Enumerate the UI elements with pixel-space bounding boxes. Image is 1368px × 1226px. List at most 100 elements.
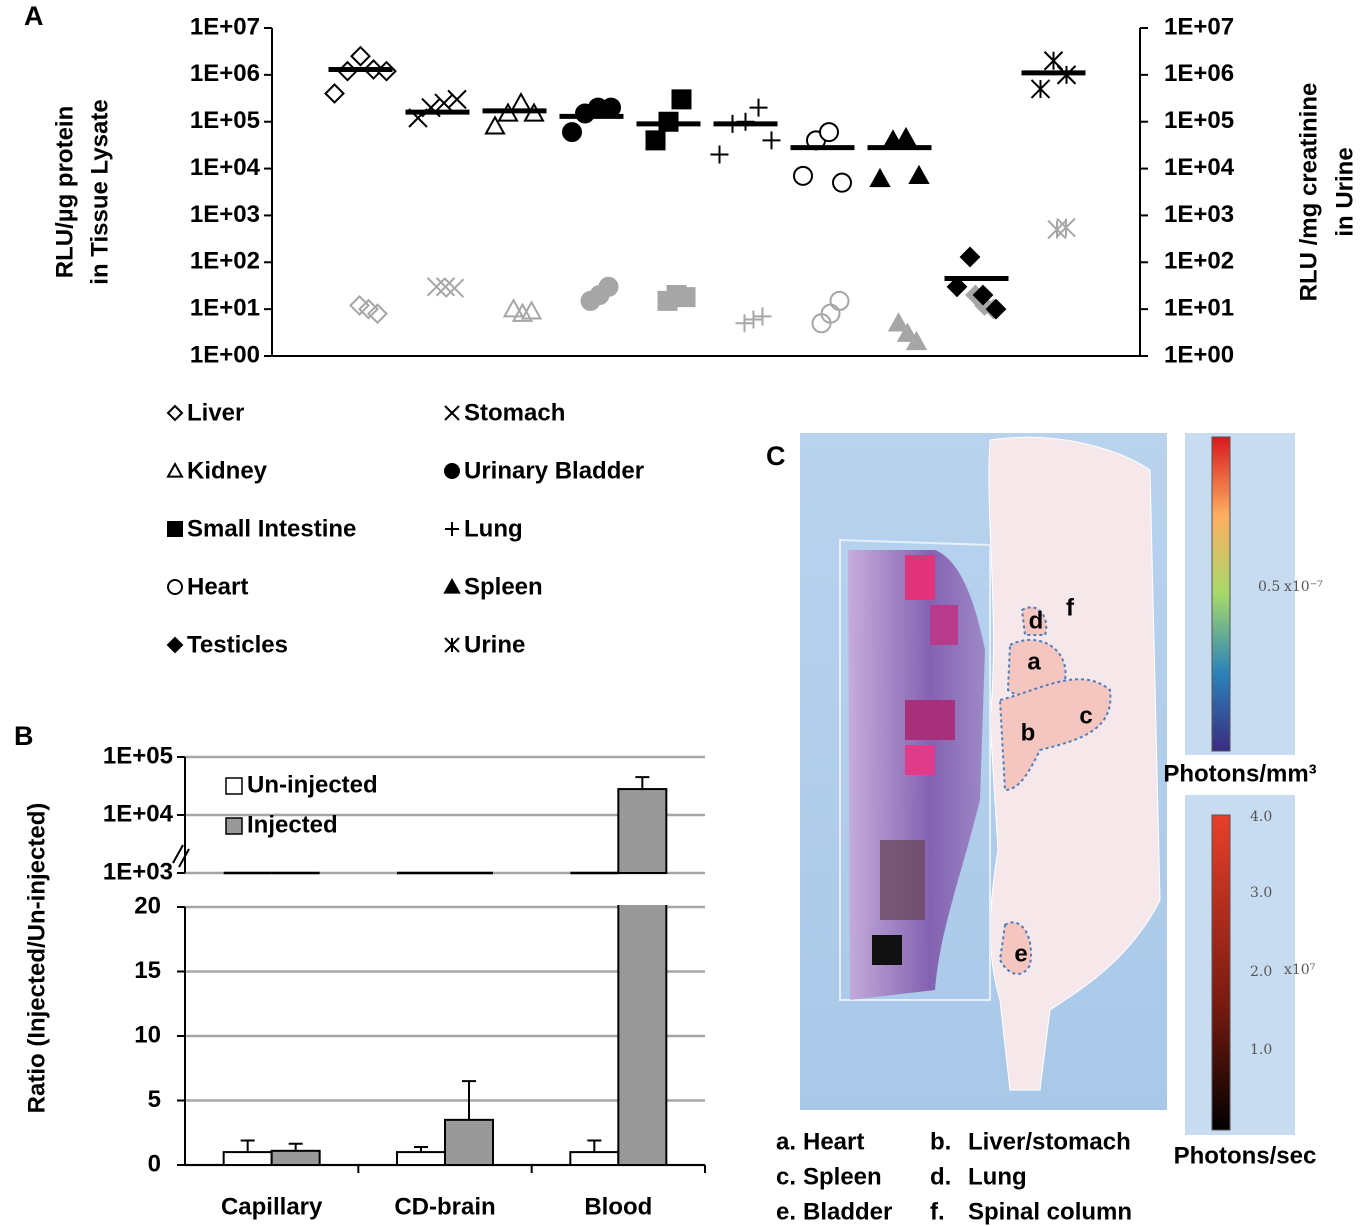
bar [618,0,666,1165]
panel-label: B [14,721,34,751]
y-axis-label: RLU/µg protein [51,106,78,278]
signal [905,700,955,740]
uninjected-point [831,292,849,310]
colorbar-tick-label: 4.0 [1250,809,1272,825]
y2-tick-label: 1E+04 [1164,154,1235,181]
y-tick-label: 1E+03 [190,201,260,228]
injected-point [871,170,889,186]
key-letter: b. [930,1128,951,1155]
error-bar [241,1140,255,1152]
injected-point [673,90,691,108]
legend-label: Small Intestine [187,515,356,542]
region-label: b [1021,719,1036,746]
y2-tick-label: 1E+02 [1164,248,1234,275]
legend-label: Liver [187,399,244,426]
lower-plot [224,0,667,1165]
legend-label: Stomach [464,399,565,426]
bar [618,789,666,873]
colorbar [1212,815,1230,1130]
y-tick-label: 1E+04 [103,800,174,827]
uninjected-point [351,296,369,314]
y-tick-label: 1E+04 [190,154,261,181]
key-label: Heart [803,1128,864,1155]
injected-point [750,99,768,117]
y-tick-label: 1E+03 [103,858,173,885]
signal [930,605,958,645]
key-letter: d. [930,1163,951,1190]
x-tick-label: CD-brain [394,1193,495,1220]
y2-tick-label: 1E+03 [1164,201,1234,228]
bar [445,1120,493,1165]
legend-label: Testicles [187,631,288,658]
y2-axis-label: in Urine [1331,147,1358,236]
injected-point [352,47,370,65]
error-bar [289,1144,303,1151]
uninjected-point [754,307,772,325]
y2-axis-label: RLU /mg creatinine [1295,83,1322,302]
uninjected-point [745,311,763,329]
legend-marker [445,638,459,652]
key-label: Spleen [803,1163,882,1190]
region-label: d [1029,607,1044,634]
y-tick-label: 1E+05 [103,742,173,769]
error-bar [587,1140,601,1152]
legend-label: Heart [187,573,248,600]
injected-point [961,248,979,266]
key-label: Spinal column [968,1198,1132,1225]
legend-marker [168,638,182,652]
injected-point [794,167,812,185]
y-tick-label: 1E+02 [190,248,260,275]
x-tick-label: Capillary [221,1193,323,1220]
y-tick-label: 1E+05 [190,107,260,134]
legend-marker [445,464,459,478]
key-label: Bladder [803,1198,892,1225]
region-label: c [1079,702,1092,729]
y-axis-label: Ratio (Injected/Un-injected) [23,803,50,1114]
key-letter: f. [930,1198,945,1225]
injected-point [711,145,729,163]
legend-label: Injected [247,811,338,838]
injected-point [820,123,838,141]
colorbar-tick-label: 3.0 [1250,885,1272,901]
uninjected-point [600,278,618,296]
region-label: f [1066,594,1075,621]
y-tick-label: 15 [134,957,161,984]
signal [872,935,902,965]
colorbar-tick-label: 1.0 [1250,1042,1272,1058]
bar [224,1152,272,1165]
injected-point [897,129,915,145]
key-label: Lung [968,1163,1027,1190]
y2-tick-label: 1E+05 [1164,107,1234,134]
bar [397,1152,445,1165]
bar [570,1152,618,1165]
signal [905,745,935,775]
injected-point [326,85,344,103]
y2-tick-label: 1E+07 [1164,13,1234,40]
signal [880,840,925,920]
colorbar-multiplier: x10⁷ [1284,962,1316,978]
panel-label: C [766,441,786,471]
colorbar-unit: Photons/sec [1174,1142,1317,1169]
uninjected-point [428,278,446,296]
uninjected-point [360,300,378,318]
injected-point [833,174,851,192]
y-tick-label: 0 [148,1150,161,1177]
injected-point [1032,80,1050,98]
legend-label: Lung [464,515,523,542]
injected-point [512,94,530,110]
colorbar-tick-label: 0.5 [1258,579,1280,595]
injected-point [763,131,781,149]
key-letter: a. [776,1128,796,1155]
legend-marker [445,580,459,593]
key-letter: e. [776,1198,796,1225]
x-tick-label: Blood [584,1193,652,1220]
legend-marker [168,464,182,477]
legend-marker [168,522,182,536]
legend-label: Un-injected [247,771,378,798]
key-label: Liver/stomach [968,1128,1131,1155]
injected-point [563,123,581,141]
colorbar-unit: Photons/mm³ [1163,760,1316,787]
y-tick-label: 10 [134,1021,161,1048]
key-letter: c. [776,1163,796,1190]
region-label: a [1027,648,1041,675]
